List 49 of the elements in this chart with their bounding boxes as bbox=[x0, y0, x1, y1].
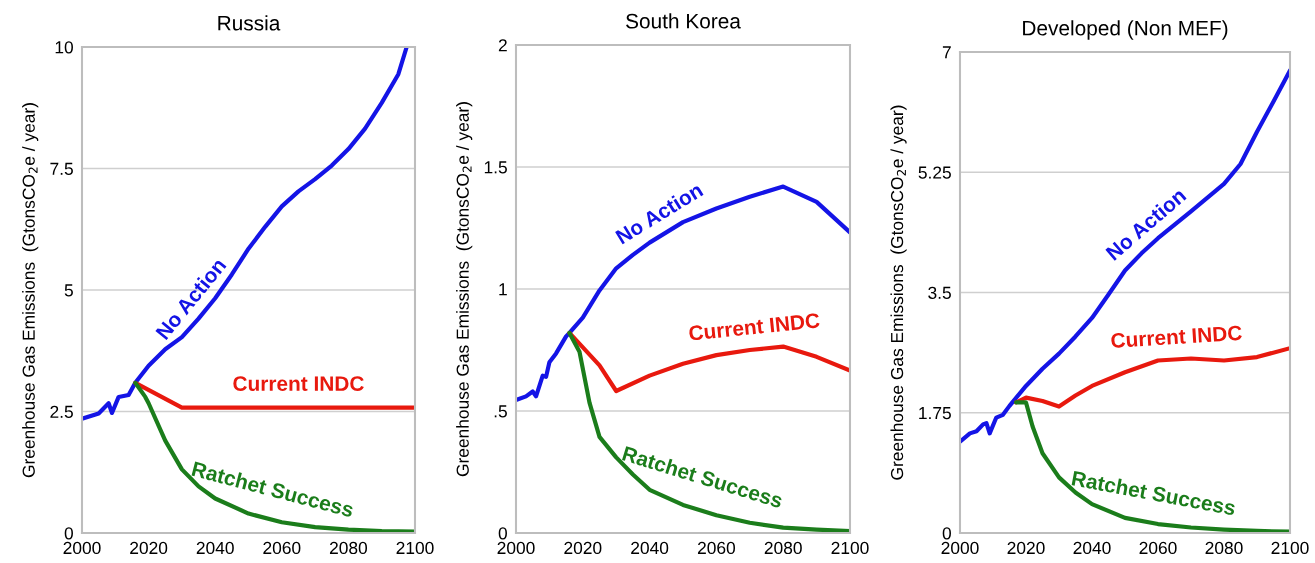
y-tick-label: 0 bbox=[498, 527, 507, 540]
y-tick-label: 10 bbox=[55, 41, 73, 54]
y-tick-label: 0 bbox=[942, 527, 951, 540]
x-tick-label: 2040 bbox=[631, 541, 669, 555]
text: Current INDC bbox=[688, 312, 820, 341]
chart-title: Developed (Non MEF) bbox=[1023, 20, 1228, 40]
y-tick-label: .5 bbox=[494, 405, 507, 418]
y-tick-label: 7 bbox=[942, 46, 951, 59]
x-tick-label: 2020 bbox=[564, 541, 602, 555]
y-tick-label: 5 bbox=[64, 284, 73, 297]
x-tick-label: 2060 bbox=[263, 541, 301, 555]
y-tick-label: 0 bbox=[64, 527, 73, 540]
x-tick-label: 2020 bbox=[1007, 541, 1045, 555]
line-series bbox=[1014, 400, 1290, 533]
series-label: Current INDC bbox=[1110, 325, 1243, 349]
x-tick-label: 2100 bbox=[396, 541, 434, 555]
line-series bbox=[960, 68, 1290, 444]
line-series bbox=[82, 47, 409, 421]
x-tick-label: 2000 bbox=[941, 541, 979, 555]
chart-title: South Korea bbox=[626, 13, 741, 29]
x-tick-label: 2080 bbox=[329, 541, 368, 555]
y-tick-label: 1 bbox=[499, 283, 507, 296]
y-tick-label: 3.5 bbox=[928, 286, 951, 299]
chart-title: Russia bbox=[218, 15, 281, 31]
y-tick-label: 5.25 bbox=[918, 166, 951, 179]
y-axis-title: Greenhouse Gas Emissions (GtonsCO$_{2}$e / year) bbox=[890, 105, 907, 480]
series-label: Current INDC bbox=[233, 376, 364, 391]
x-tick-label: 2080 bbox=[764, 541, 802, 555]
x-tick-label: 2080 bbox=[1205, 541, 1243, 555]
y-tick-label: 1.5 bbox=[484, 161, 507, 174]
text: Ratchet Success bbox=[1071, 470, 1237, 516]
x-tick-label: 2060 bbox=[697, 541, 736, 555]
x-tick-label: 2020 bbox=[130, 541, 168, 555]
line-series bbox=[1014, 346, 1290, 409]
x-tick-label: 2040 bbox=[1073, 541, 1111, 555]
x-tick-label: 2100 bbox=[1271, 541, 1309, 555]
y-tick-label: 2 bbox=[498, 39, 507, 52]
y-tick-label: 1.75 bbox=[919, 407, 951, 420]
line-series bbox=[516, 184, 850, 403]
y-axis-title: Greenhouse Gas Emissions (GtonsCO$_{2}$e / year) bbox=[22, 103, 39, 478]
x-tick-label: 2060 bbox=[1139, 541, 1177, 555]
y-tick-label: 2.5 bbox=[50, 405, 73, 418]
text: Ratchet Success bbox=[191, 460, 355, 518]
x-tick-label: 2000 bbox=[63, 541, 101, 555]
x-tick-label: 2040 bbox=[196, 541, 234, 555]
y-axis-title: Greenhouse Gas Emissions (GtonsCO$_{2}$e / year) bbox=[456, 102, 473, 477]
x-tick-label: 2000 bbox=[497, 541, 535, 555]
x-tick-label: 2100 bbox=[831, 541, 869, 555]
y-tick-label: 7.5 bbox=[50, 162, 73, 175]
